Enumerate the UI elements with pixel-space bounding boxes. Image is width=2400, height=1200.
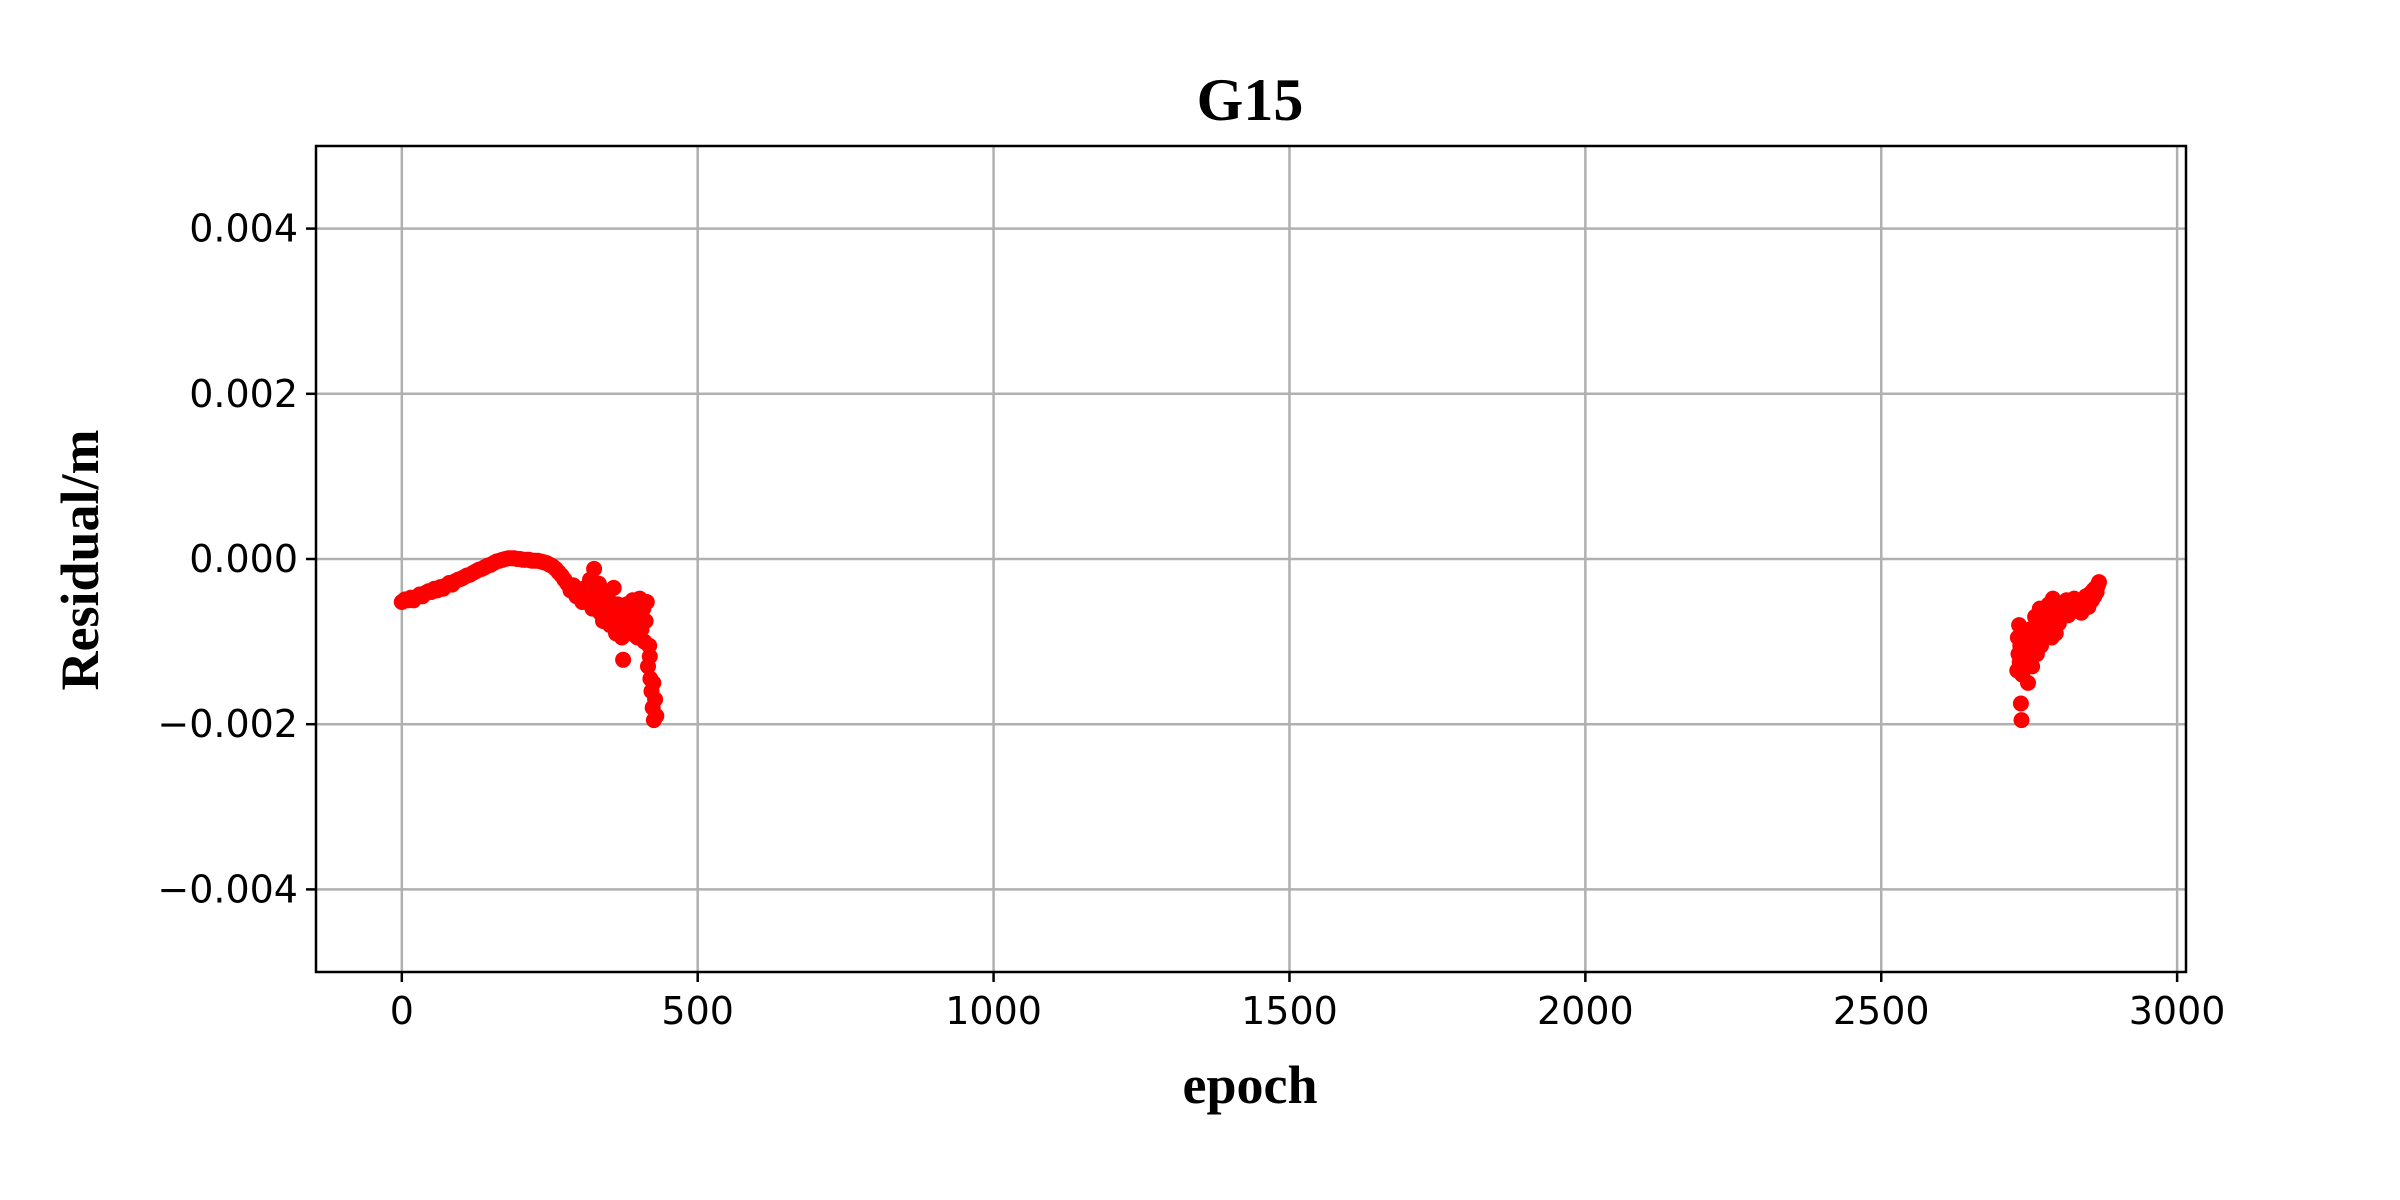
x-tick-label: 1500: [1241, 989, 1338, 1033]
data-point: [645, 674, 662, 691]
data-point: [648, 707, 665, 724]
data-point: [638, 594, 655, 610]
data-points: [393, 550, 2107, 729]
data-point: [637, 613, 654, 629]
x-tick-label: 500: [661, 989, 734, 1033]
data-point: [2013, 712, 2030, 729]
data-point: [2020, 674, 2036, 691]
data-point: [2091, 574, 2107, 591]
y-tick-label: 0.000: [189, 537, 298, 581]
x-tick-label: 2500: [1833, 989, 1930, 1033]
data-point: [605, 579, 622, 596]
data-point: [2024, 658, 2041, 675]
data-point: [647, 691, 664, 708]
data-point: [2012, 695, 2029, 712]
x-tick-label: 1000: [945, 989, 1042, 1033]
data-point: [615, 651, 632, 668]
y-tick-label: 0.004: [189, 207, 298, 251]
y-axis-label: Residual/m: [50, 429, 110, 690]
grid-lines: [316, 146, 2186, 972]
chart-title: G15: [1197, 67, 1304, 133]
y-tick-label: −0.004: [157, 867, 298, 911]
x-tick-label: 2000: [1537, 989, 1634, 1033]
y-tick-label: 0.002: [189, 372, 298, 416]
data-point: [641, 648, 658, 665]
y-tick-label: −0.002: [157, 702, 298, 746]
x-tick-label: 3000: [2129, 989, 2226, 1033]
x-tick-label: 0: [390, 989, 414, 1033]
axis-ticks: 0 500 1000 1500 2000 2500 3000 0.004 0.002 0.000 −…: [157, 207, 2225, 1033]
x-axis-label: epoch: [1183, 1055, 1318, 1115]
data-point: [586, 560, 603, 577]
